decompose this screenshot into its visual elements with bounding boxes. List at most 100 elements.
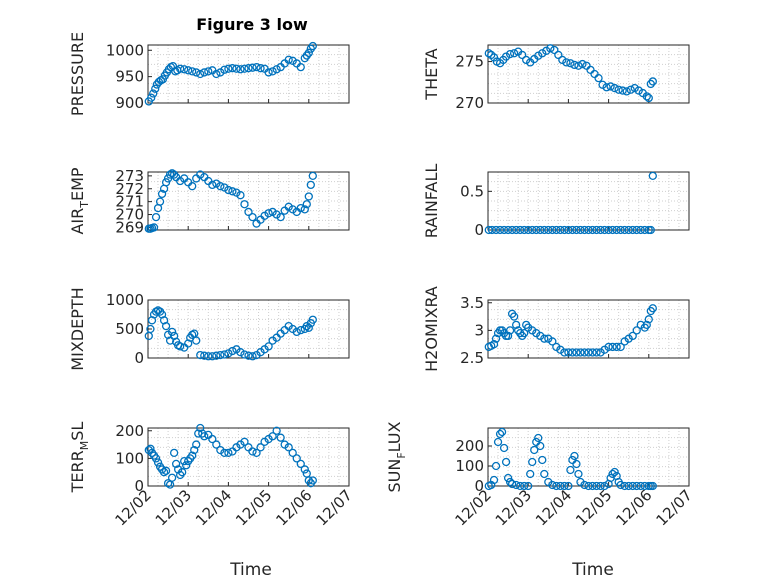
ytick-label: 200 (115, 422, 144, 440)
data-point (616, 225, 625, 235)
data-point (580, 480, 589, 490)
data-point (548, 337, 557, 346)
data-point (176, 64, 185, 73)
xtick-label: 12/02 (452, 486, 495, 529)
data-point (636, 225, 645, 235)
data-point (244, 207, 253, 217)
data-point (280, 206, 289, 215)
ytick-label: 0 (134, 477, 144, 495)
data-point (188, 67, 197, 76)
data-point (240, 200, 249, 209)
data-point (188, 182, 197, 191)
data-point (208, 180, 217, 190)
data-point (200, 68, 209, 77)
data-point (168, 61, 178, 71)
data-point (493, 437, 503, 447)
data-point (546, 44, 555, 53)
xtick-label: 12/04 (532, 486, 575, 529)
data-point (228, 64, 237, 73)
ytick-label: 272 (115, 180, 144, 198)
data-point (614, 85, 623, 94)
data-point (151, 84, 160, 93)
ylabel-pressure: PRESSURE (68, 32, 87, 116)
data-point (236, 348, 245, 357)
data-point (548, 480, 557, 490)
data-point (182, 461, 191, 470)
data-point (624, 481, 633, 491)
data-point (284, 443, 293, 452)
data-point (161, 321, 171, 331)
data-point (228, 447, 237, 456)
data-point (256, 215, 265, 224)
data-point (236, 191, 245, 200)
data-point (646, 79, 655, 89)
data-point (620, 481, 629, 491)
panel-mixdepth: 0 500 1000 MIXDEPTH (68, 287, 350, 371)
data-point (153, 458, 163, 467)
data-point (566, 465, 575, 475)
data-point (584, 225, 593, 235)
data-point (511, 480, 521, 490)
data-point (536, 441, 545, 451)
data-point (610, 83, 619, 93)
data-point (256, 64, 265, 73)
data-point (530, 445, 539, 455)
data-point (644, 93, 653, 103)
data-point (296, 459, 305, 469)
data-point (276, 433, 285, 442)
data-point (509, 49, 519, 58)
data-point (572, 348, 581, 357)
data-point (648, 171, 657, 181)
data-point (560, 225, 569, 235)
data-point (584, 348, 593, 357)
data-point (157, 189, 167, 199)
data-point (507, 479, 517, 489)
data-point (578, 59, 587, 69)
xtick-label: 12/06 (272, 486, 315, 529)
data-point (204, 67, 213, 76)
data-point (159, 468, 169, 477)
data-point (648, 304, 657, 313)
data-point (228, 187, 237, 196)
xtick-label: 12/07 (653, 486, 696, 529)
data-point (560, 481, 569, 491)
data-point (580, 225, 589, 235)
data-point (584, 481, 593, 491)
data-point (600, 481, 609, 491)
data-point (228, 346, 237, 356)
data-point (208, 352, 217, 361)
ytick-label: 2.5 (460, 349, 484, 367)
data-point (487, 225, 497, 235)
data-point (212, 440, 221, 449)
data-point (149, 223, 159, 232)
data-point (612, 342, 621, 352)
data-point (608, 342, 617, 352)
data-point (308, 171, 317, 181)
data-point (596, 481, 605, 491)
data-point (146, 444, 155, 453)
figure-title: Figure 3 low (196, 15, 308, 34)
data-point (216, 182, 225, 191)
data-point (264, 342, 273, 351)
data-point (520, 225, 529, 235)
data-point (594, 73, 603, 83)
data-point (232, 64, 241, 73)
data-point (572, 225, 581, 235)
data-point (628, 225, 637, 235)
data-point (642, 92, 651, 101)
data-point (146, 324, 155, 334)
data-point (178, 468, 187, 477)
data-point (497, 427, 507, 437)
data-point (272, 426, 281, 435)
data-point (204, 352, 213, 361)
data-point (554, 50, 563, 60)
data-point (526, 469, 535, 479)
data-point (489, 340, 499, 349)
data-point (252, 62, 261, 72)
data-point (180, 343, 189, 352)
data-point (562, 58, 571, 67)
data-point (588, 481, 597, 491)
data-point (524, 481, 533, 491)
